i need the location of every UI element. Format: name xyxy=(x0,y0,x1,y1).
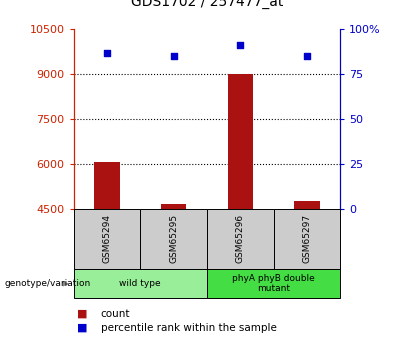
Point xyxy=(304,53,310,59)
Bar xyxy=(228,74,253,209)
Bar xyxy=(294,201,320,209)
Text: GSM65295: GSM65295 xyxy=(169,214,178,264)
Text: count: count xyxy=(101,309,130,319)
Text: wild type: wild type xyxy=(119,279,161,288)
Text: GSM65297: GSM65297 xyxy=(302,214,311,264)
Bar xyxy=(161,204,186,209)
Point xyxy=(103,50,110,56)
Text: GSM65296: GSM65296 xyxy=(236,214,245,264)
Point xyxy=(237,43,244,48)
Text: genotype/variation: genotype/variation xyxy=(4,279,90,288)
Text: ■: ■ xyxy=(76,323,87,333)
Text: GDS1702 / 257477_at: GDS1702 / 257477_at xyxy=(131,0,283,9)
Text: phyA phyB double
mutant: phyA phyB double mutant xyxy=(232,274,315,294)
Text: ■: ■ xyxy=(76,309,87,319)
Text: GSM65294: GSM65294 xyxy=(102,214,111,264)
Text: percentile rank within the sample: percentile rank within the sample xyxy=(101,323,277,333)
Bar xyxy=(94,162,120,209)
Point xyxy=(170,53,177,59)
